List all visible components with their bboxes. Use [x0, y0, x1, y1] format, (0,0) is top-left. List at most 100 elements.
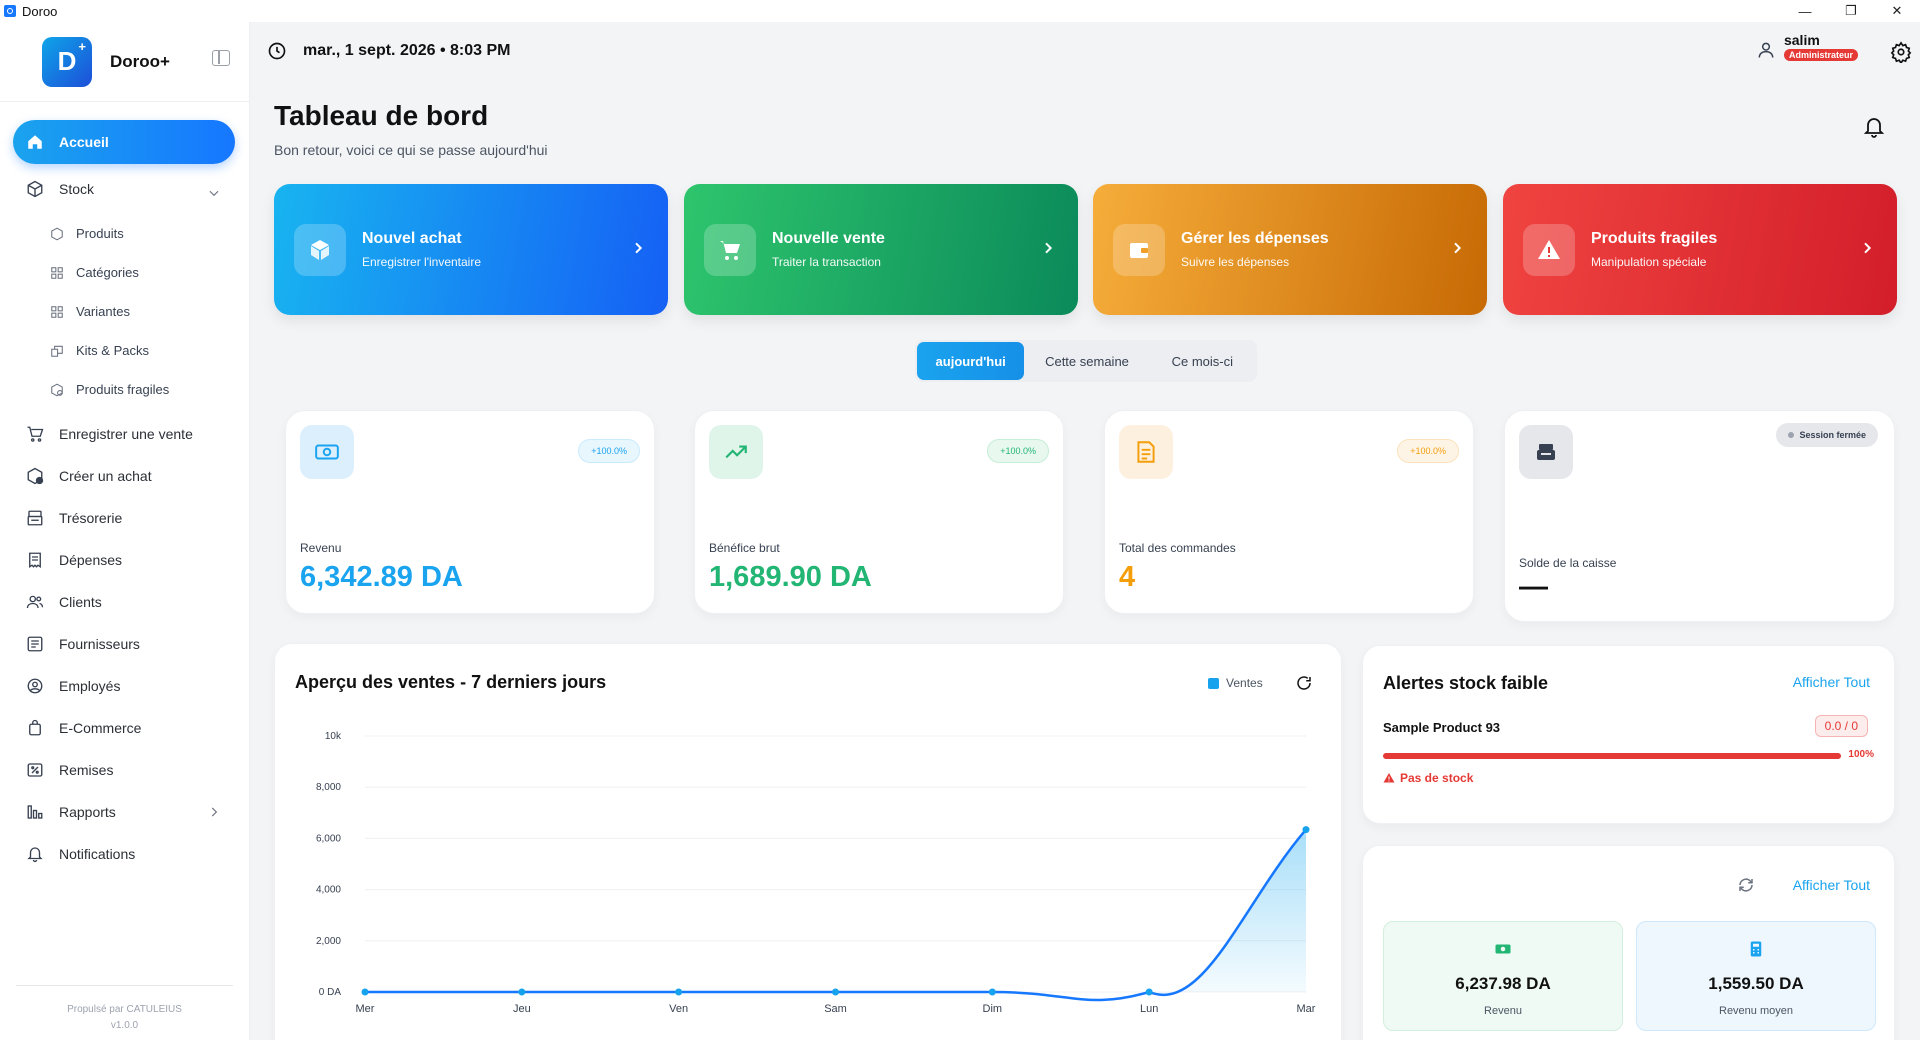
y-tick-label: 0 DA [319, 987, 342, 998]
packs-icon [51, 345, 63, 357]
sidebar-item-label: Notifications [59, 846, 136, 862]
out-of-stock-status: Pas de stock [1383, 771, 1473, 785]
sidebar-item-variantes[interactable]: Variantes [0, 292, 249, 331]
brand-name: Doroo+ [110, 51, 170, 71]
register-icon [25, 508, 45, 528]
chevron-right-icon [1454, 242, 1462, 254]
new-sale-card[interactable]: Nouvelle vente Traiter la transaction [684, 184, 1078, 315]
view-all-alerts-link[interactable]: Afficher Tout [1792, 674, 1870, 690]
sidebar-item-label: Kits & Packs [76, 343, 149, 358]
sidebar-item-label: Accueil [59, 134, 109, 150]
sidebar-item-employes[interactable]: Employés [13, 669, 235, 703]
stat-label: Total des commandes [1119, 541, 1236, 555]
period-month-button[interactable]: Ce mois-ci [1171, 353, 1234, 369]
gear-icon[interactable] [1890, 41, 1912, 63]
collapse-sidebar-icon[interactable] [212, 50, 230, 66]
data-point [1145, 988, 1153, 996]
user-icon [1758, 42, 1774, 58]
close-button[interactable]: ✕ [1891, 3, 1903, 18]
sidebar-item-produits[interactable]: Produits [0, 214, 249, 253]
sidebar-item-label: Produits fragiles [76, 382, 170, 397]
stat-card-cash-balance: Session fermée Solde de la caisse — [1504, 410, 1895, 622]
action-title: Nouvelle vente [772, 230, 885, 247]
stat-value: — [1519, 571, 1548, 603]
new-purchase-card[interactable]: Nouvel achat Enregistrer l'inventaire [274, 184, 668, 315]
money-icon [1495, 944, 1511, 954]
sidebar-item-rapports[interactable]: Rapports [13, 795, 235, 829]
period-week-button[interactable]: Cette semaine [1045, 353, 1129, 369]
sidebar-item-label: Catégories [76, 265, 139, 280]
manage-expenses-card[interactable]: Gérer les dépenses Suivre les dépenses [1093, 184, 1487, 315]
action-title: Produits fragiles [1591, 230, 1718, 247]
stock-level-bar [1383, 753, 1841, 759]
x-tick-label: Jeu [513, 1003, 531, 1015]
change-badge: +100.0% [987, 439, 1049, 463]
sidebar-item-notifications[interactable]: Notifications [13, 837, 235, 871]
restore-button[interactable]: ❐ [1845, 3, 1857, 18]
y-tick-label: 10k [325, 731, 342, 742]
period-today-button[interactable]: aujourd'hui [917, 342, 1025, 380]
alerts-title: Alertes stock faible [1383, 673, 1549, 693]
period-selector: aujourd'hui Cette semaine Ce mois-ci [915, 340, 1257, 382]
warning-icon [1523, 223, 1575, 276]
sidebar-item-label: Fournisseurs [59, 636, 140, 652]
stat-label: Revenu [300, 541, 342, 555]
warning-icon [1383, 773, 1395, 783]
sidebar: D Doroo+ Accueil Stock Produits Catégori… [0, 22, 250, 1040]
sidebar-item-fournisseurs[interactable]: Fournisseurs [13, 627, 235, 661]
sidebar-item-tresorerie[interactable]: Trésorerie [13, 501, 235, 535]
action-subtitle: Suivre les dépenses [1181, 255, 1290, 269]
sidebar-item-label: Enregistrer une vente [59, 426, 193, 442]
purchase-icon [25, 466, 45, 486]
package-icon [294, 223, 346, 276]
legend-swatch [1208, 677, 1219, 689]
sales-area [1149, 829, 1306, 995]
stat-card-gross-profit: +100.0% Bénéfice brut 1,689.90 DA [694, 410, 1064, 614]
page-subtitle: Bon retour, voici ce qui se passe aujour… [274, 142, 548, 158]
stock-level-percent: 100% [1848, 749, 1874, 760]
user-menu[interactable]: salim Administrateur [1756, 32, 1858, 61]
sync-icon[interactable] [1737, 876, 1755, 894]
summary-revenue-card: 6,237.98 DA Revenu [1383, 921, 1623, 1031]
current-datetime: mar., 1 sept. 2026 • 8:03 PM [303, 42, 511, 59]
sidebar-item-label: Rapports [59, 804, 116, 820]
notifications-bell-icon[interactable] [1862, 114, 1886, 140]
topbar: mar., 1 sept. 2026 • 8:03 PM salim Admin… [251, 22, 1920, 80]
sidebar-item-clients[interactable]: Clients [13, 585, 235, 619]
chevron-right-icon [635, 242, 643, 254]
employee-icon [25, 676, 45, 696]
view-all-summary-link[interactable]: Afficher Tout [1792, 877, 1870, 893]
sidebar-item-accueil[interactable]: Accueil [13, 120, 235, 164]
change-badge: +100.0% [578, 439, 640, 463]
action-subtitle: Manipulation spéciale [1591, 255, 1707, 269]
data-point [518, 988, 526, 996]
sidebar-item-kits-packs[interactable]: Kits & Packs [0, 331, 249, 370]
cube-icon [51, 227, 63, 240]
users-icon [25, 592, 45, 612]
sidebar-item-label: Dépenses [59, 552, 123, 568]
alert-quantity-badge: 0.0 / 0 [1814, 715, 1868, 737]
action-subtitle: Traiter la transaction [772, 255, 881, 269]
user-role-badge: Administrateur [1783, 49, 1858, 61]
refresh-icon[interactable] [1295, 674, 1313, 692]
chevron-right-icon [1864, 242, 1872, 254]
sidebar-item-depenses[interactable]: Dépenses [13, 543, 235, 577]
fragile-products-card[interactable]: Produits fragiles Manipulation spéciale [1503, 184, 1897, 315]
window-titlebar: Doroo — ❐ ✕ [0, 0, 1920, 22]
data-point [1302, 826, 1310, 834]
clock-icon [268, 42, 286, 60]
sidebar-item-enregistrer-vente[interactable]: Enregistrer une vente [13, 417, 235, 451]
x-tick-label: Dim [983, 1003, 1003, 1015]
minimize-button[interactable]: — [1798, 3, 1812, 19]
stat-card-total-orders: +100.0% Total des commandes 4 [1104, 410, 1474, 614]
y-tick-label: 2,000 [316, 936, 341, 947]
sidebar-item-ecommerce[interactable]: E-Commerce [13, 711, 235, 745]
sidebar-item-categories[interactable]: Catégories [0, 253, 249, 292]
stat-label: Bénéfice brut [709, 541, 780, 555]
sidebar-item-remises[interactable]: Remises [13, 753, 235, 787]
trending-up-icon [709, 425, 763, 479]
sidebar-item-creer-achat[interactable]: Créer un achat [13, 459, 235, 493]
sidebar-item-stock[interactable]: Stock [13, 172, 235, 206]
sidebar-item-produits-fragiles[interactable]: Produits fragiles [0, 370, 249, 409]
discount-icon [25, 760, 45, 780]
